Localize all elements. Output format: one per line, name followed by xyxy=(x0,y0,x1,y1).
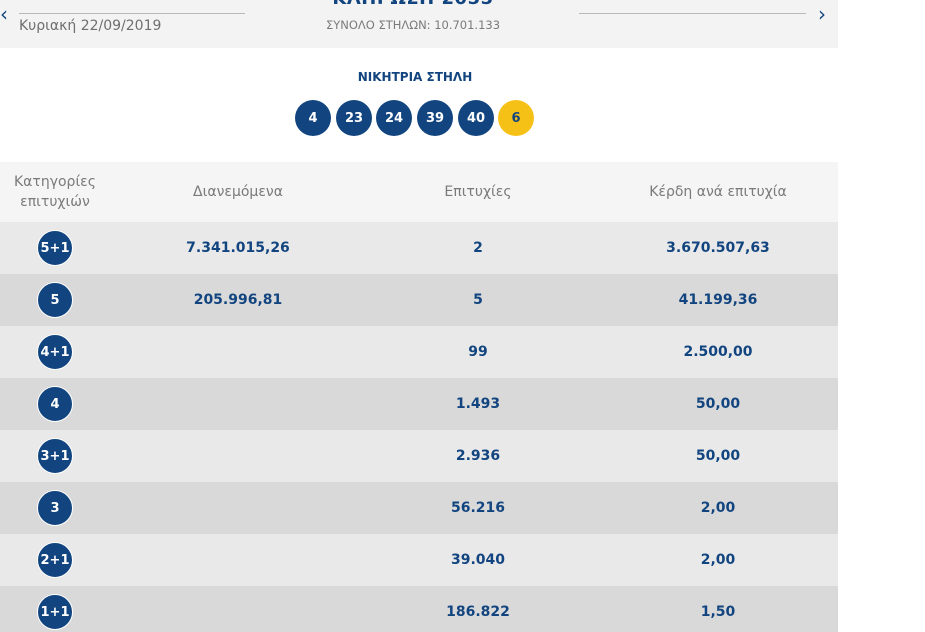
prize-cell: 50,00 xyxy=(695,448,741,464)
draw-header: ‹ Κυριακή 22/09/2019 ΚΛΗΡΩΣΗ 2055 ΣΥΝΟΛΟ… xyxy=(0,0,838,48)
header-categories: Κατηγορίες επιτυχιών xyxy=(10,162,100,222)
previous-draw-chevron-icon[interactable]: ‹ xyxy=(0,2,8,26)
distributed-cell xyxy=(138,430,338,482)
category-badge: 2+1 xyxy=(37,542,73,578)
category-cell: 3 xyxy=(10,482,100,534)
category-badge: 3+1 xyxy=(37,438,73,474)
category-cell: 5+1 xyxy=(10,222,100,274)
header-winners: Επιτυχίες xyxy=(444,184,512,200)
distributed-cell xyxy=(138,586,338,632)
table-row: 5 205.996,81 5 41.199,36 xyxy=(0,274,838,326)
winning-number-ball: 23 xyxy=(336,100,372,136)
winners-cell: 5 xyxy=(473,292,483,308)
table-row: 3 56.216 2,00 xyxy=(0,482,838,534)
winners-cell: 39.040 xyxy=(450,552,506,568)
winning-number-ball: 4 xyxy=(295,100,331,136)
category-badge: 1+1 xyxy=(37,594,73,630)
table-row: 4 1.493 50,00 xyxy=(0,378,838,430)
table-row: 3+1 2.936 50,00 xyxy=(0,430,838,482)
table-header-row: Κατηγορίες επιτυχιών Διανεμόμενα Επιτυχί… xyxy=(0,162,838,222)
winners-cell: 99 xyxy=(468,344,488,360)
prize-cell: 50,00 xyxy=(695,396,741,412)
header-divider-left xyxy=(19,13,245,14)
category-cell: 4 xyxy=(10,378,100,430)
header-categories-line1: Κατηγορίες xyxy=(14,174,96,190)
table-row: 5+1 7.341.015,26 2 3.670.507,63 xyxy=(0,222,838,274)
prize-cell: 1,50 xyxy=(700,604,736,620)
distributed-cell: 205.996,81 xyxy=(193,292,283,308)
next-draw-chevron-icon[interactable]: › xyxy=(818,2,826,26)
winners-cell: 56.216 xyxy=(450,500,506,516)
category-badge: 5+1 xyxy=(37,230,73,266)
distributed-cell xyxy=(138,534,338,586)
table-row: 1+1 186.822 1,50 xyxy=(0,586,838,632)
draw-date: Κυριακή 22/09/2019 xyxy=(19,18,162,34)
winners-cell: 2.936 xyxy=(455,448,501,464)
distributed-cell xyxy=(138,326,338,378)
joker-number-ball: 6 xyxy=(498,100,534,136)
category-badge: 3 xyxy=(37,490,73,526)
winning-number-ball: 24 xyxy=(376,100,412,136)
header-categories-line2: επιτυχιών xyxy=(20,194,90,210)
prize-categories-table: Κατηγορίες επιτυχιών Διανεμόμενα Επιτυχί… xyxy=(0,162,838,632)
winning-number-ball: 40 xyxy=(458,100,494,136)
distributed-cell: 7.341.015,26 xyxy=(186,240,290,256)
header-divider-right xyxy=(579,13,806,14)
distributed-cell xyxy=(138,482,338,534)
table-row: 2+1 39.040 2,00 xyxy=(0,534,838,586)
category-badge: 5 xyxy=(37,282,73,318)
category-cell: 4+1 xyxy=(10,326,100,378)
prize-cell: 41.199,36 xyxy=(678,292,758,308)
winning-number-ball: 39 xyxy=(417,100,453,136)
distributed-cell xyxy=(138,378,338,430)
header-distributed: Διανεμόμενα xyxy=(193,184,283,200)
total-columns: ΣΥΝΟΛΟ ΣΤΗΛΩΝ: 10.701.133 xyxy=(325,18,501,32)
category-cell: 1+1 xyxy=(10,586,100,632)
category-badge: 4 xyxy=(37,386,73,422)
draw-title: ΚΛΗΡΩΣΗ 2055 xyxy=(250,0,576,9)
table-row: 4+1 99 2.500,00 xyxy=(0,326,838,378)
header-prize-per-winner: Κέρδη ανά επιτυχία xyxy=(649,184,787,200)
winning-column-label: ΝΙΚΗΤΡΙΑ ΣΤΗΛΗ xyxy=(357,70,473,84)
prize-cell: 2.500,00 xyxy=(683,344,753,360)
category-cell: 3+1 xyxy=(10,430,100,482)
prize-cell: 3.670.507,63 xyxy=(666,240,770,256)
prize-cell: 2,00 xyxy=(700,500,736,516)
prize-cell: 2,00 xyxy=(700,552,736,568)
winners-cell: 1.493 xyxy=(455,396,501,412)
category-badge: 4+1 xyxy=(37,334,73,370)
category-cell: 5 xyxy=(10,274,100,326)
winners-cell: 2 xyxy=(473,240,483,256)
category-cell: 2+1 xyxy=(10,534,100,586)
winners-cell: 186.822 xyxy=(446,604,510,620)
